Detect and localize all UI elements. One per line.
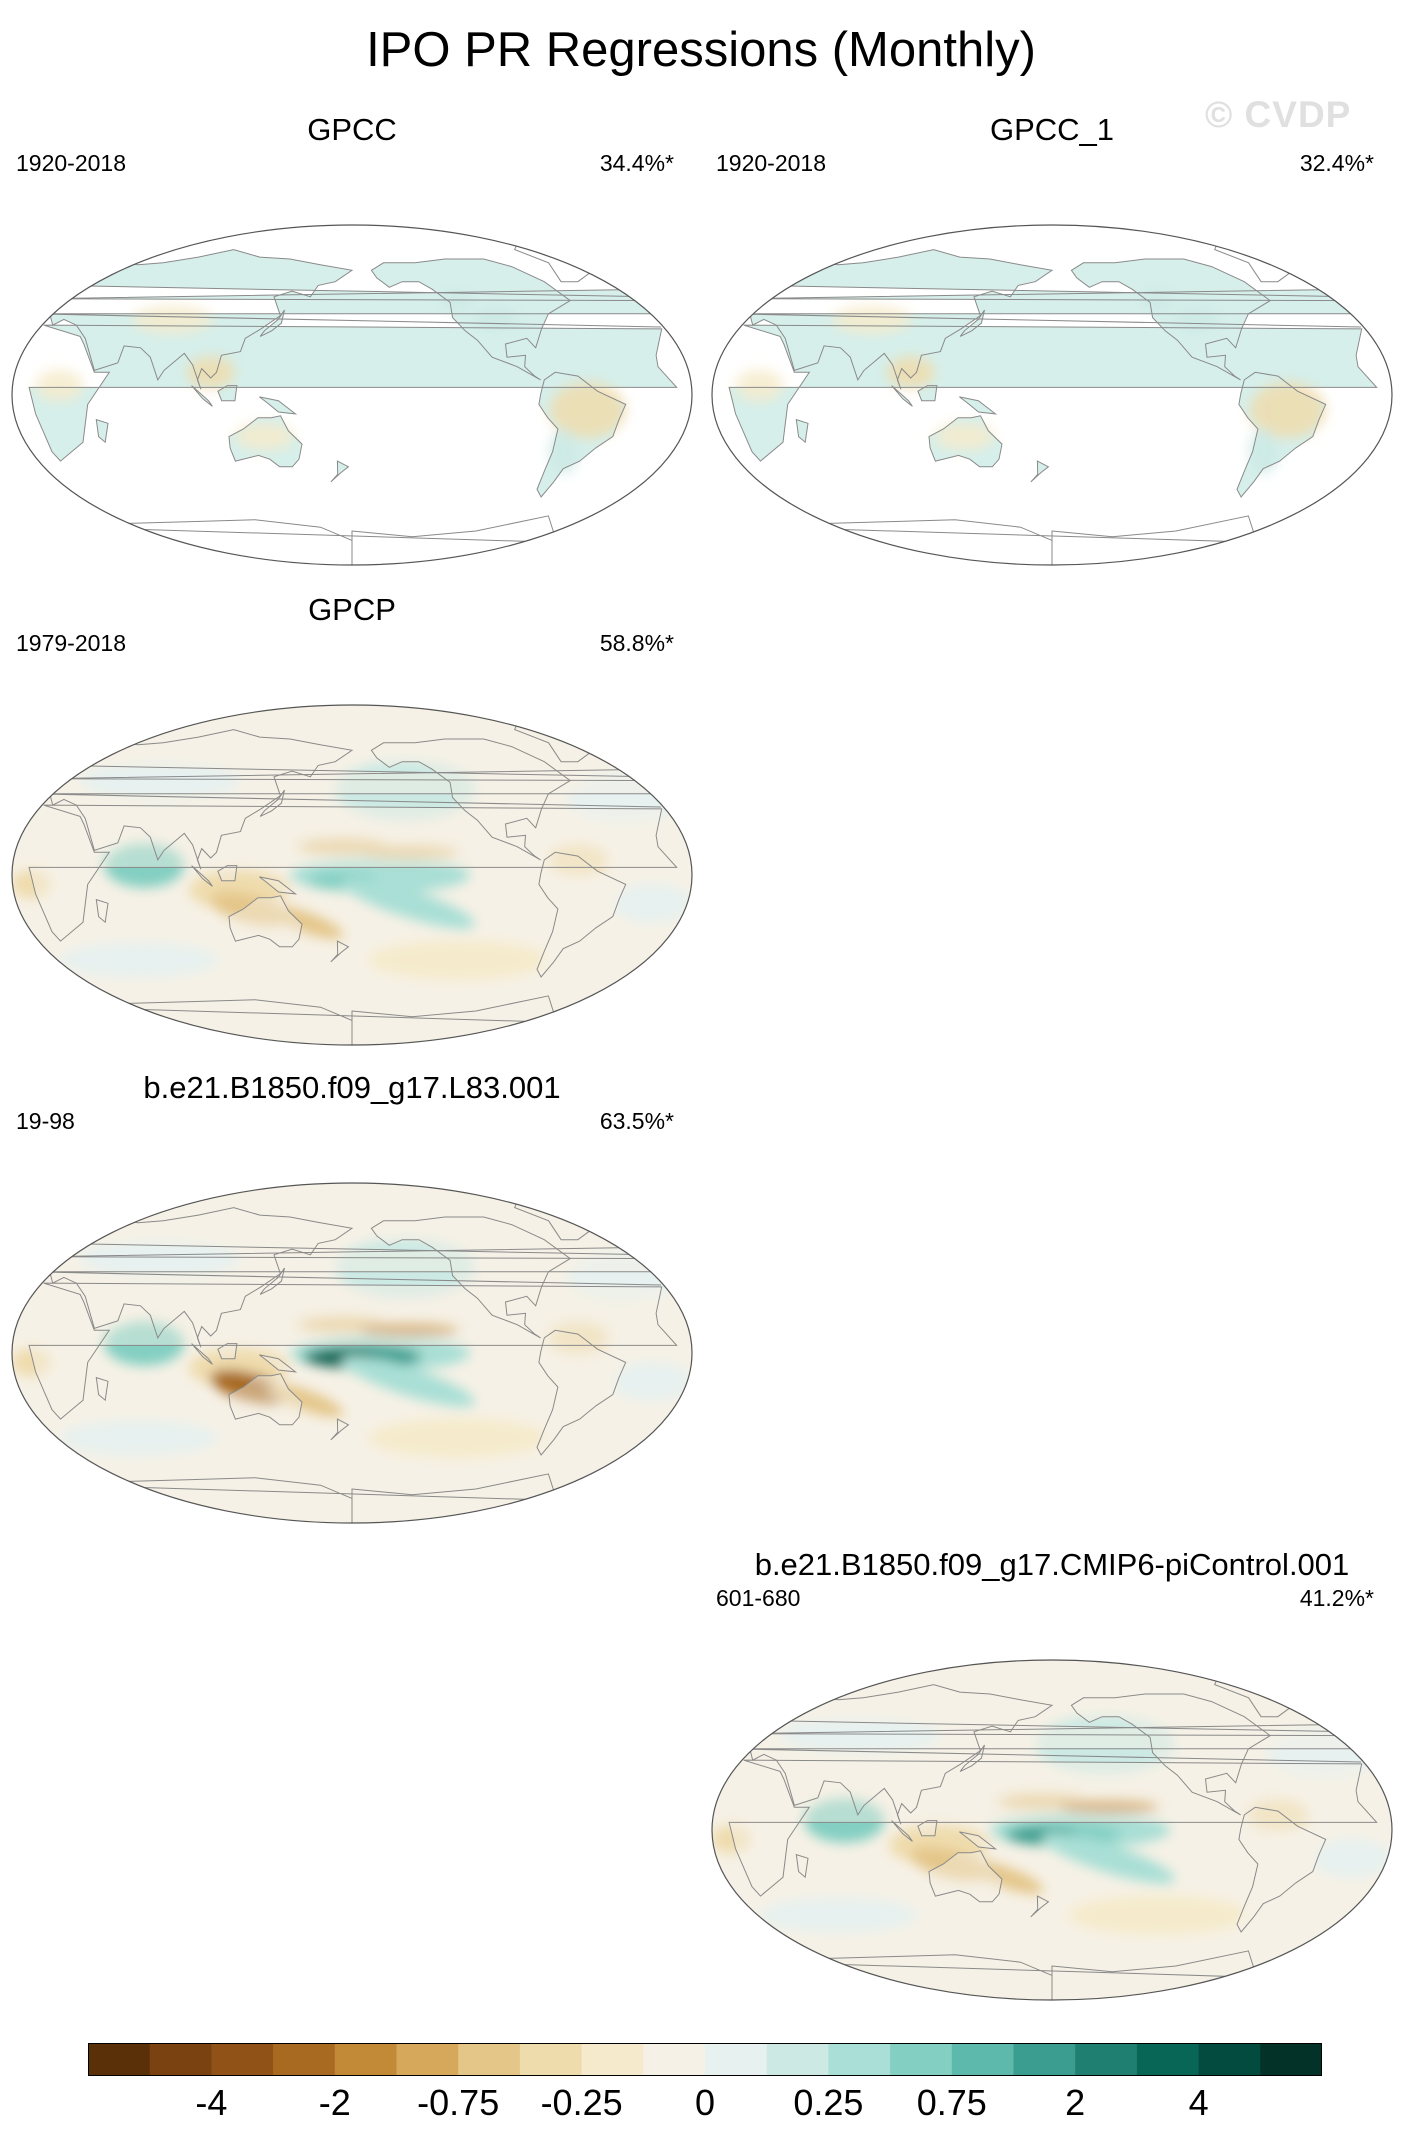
colorbar-swatch xyxy=(273,2043,336,2076)
colorbar-tick-label: 2 xyxy=(1065,2082,1086,2123)
colorbar-swatch xyxy=(458,2043,521,2076)
panel-title: GPCP xyxy=(308,592,396,627)
panel-period: 601-680 xyxy=(716,1585,801,1611)
colorbar-swatch xyxy=(581,2043,644,2076)
cvdp-watermark: © CVDP xyxy=(1205,94,1352,135)
colorbar-tick-label: 4 xyxy=(1188,2082,1209,2123)
world-map xyxy=(11,1182,693,1524)
colorbar-tick-label: -2 xyxy=(318,2082,351,2123)
colorbar-swatch xyxy=(890,2043,953,2076)
colorbar-tick-label: -0.75 xyxy=(417,2082,500,2123)
panel-title: b.e21.B1850.f09_g17.CMIP6-piControl.001 xyxy=(754,1547,1350,1582)
colorbar-swatch xyxy=(396,2043,459,2076)
colorbar-swatch xyxy=(149,2043,212,2076)
panel-title: b.e21.B1850.f09_g17.L83.001 xyxy=(143,1070,561,1105)
colorbar-swatch xyxy=(705,2043,768,2076)
colorbar-swatch xyxy=(766,2043,829,2076)
colorbar-swatch xyxy=(1260,2043,1322,2076)
colorbar-tick-label: 0.75 xyxy=(916,2082,987,2123)
panel-period: 1920-2018 xyxy=(716,150,826,176)
world-map xyxy=(11,704,693,1046)
panel-variance: 41.2%* xyxy=(1299,1585,1374,1611)
colorbar-swatch xyxy=(1136,2043,1200,2076)
panel-gpcp: GPCP 1979-2018 58.8%* xyxy=(2,592,702,1052)
colorbar-swatch xyxy=(88,2043,151,2076)
panel-variance: 58.8%* xyxy=(599,630,674,656)
colorbar-swatch xyxy=(519,2043,583,2076)
colorbar-labels: -4 -2 -0.75 -0.25 0 0.25 0.75 2 4 xyxy=(0,2082,1402,2123)
colorbar-swatch xyxy=(211,2043,274,2076)
colorbar-swatch xyxy=(643,2043,706,2076)
panel-title: GPCC_1 xyxy=(989,112,1115,147)
colorbar-swatch xyxy=(1013,2043,1076,2076)
panel-variance: 32.4%* xyxy=(1299,150,1374,176)
panel-gpcc-1: GPCC_1 1920-2018 32.4%* xyxy=(702,112,1402,572)
panel-period: 1979-2018 xyxy=(16,630,126,656)
colorbar-swatch xyxy=(828,2043,891,2076)
panel-gpcc: GPCC 1920-2018 34.4%* xyxy=(2,112,702,572)
colorbar-tick-label: -4 xyxy=(195,2082,228,2123)
panel-l83: b.e21.B1850.f09_g17.L83.001 19-98 63.5%* xyxy=(2,1070,702,1530)
panel-picontrol: b.e21.B1850.f09_g17.CMIP6-piControl.001 … xyxy=(702,1547,1402,2007)
colorbar-tick-label: 0 xyxy=(694,2082,716,2123)
world-map xyxy=(711,224,1393,566)
figure-title: IPO PR Regressions (Monthly) xyxy=(366,23,1036,77)
colorbar-swatch xyxy=(334,2043,397,2076)
colorbar-swatch xyxy=(951,2043,1014,2076)
colorbar-tick-label: -0.25 xyxy=(540,2082,623,2123)
panel-title: GPCC xyxy=(307,112,397,147)
colorbar xyxy=(88,2043,1322,2076)
colorbar-swatch xyxy=(1075,2043,1138,2076)
colorbar-tick-label: 0.25 xyxy=(793,2082,864,2123)
panel-variance: 34.4%* xyxy=(599,150,674,176)
colorbar-swatch xyxy=(1198,2043,1261,2076)
panel-period: 1920-2018 xyxy=(16,150,126,176)
panel-variance: 63.5%* xyxy=(599,1108,674,1134)
panel-period: 19-98 xyxy=(16,1108,75,1134)
world-map xyxy=(711,1659,1393,2001)
world-map xyxy=(11,224,693,566)
